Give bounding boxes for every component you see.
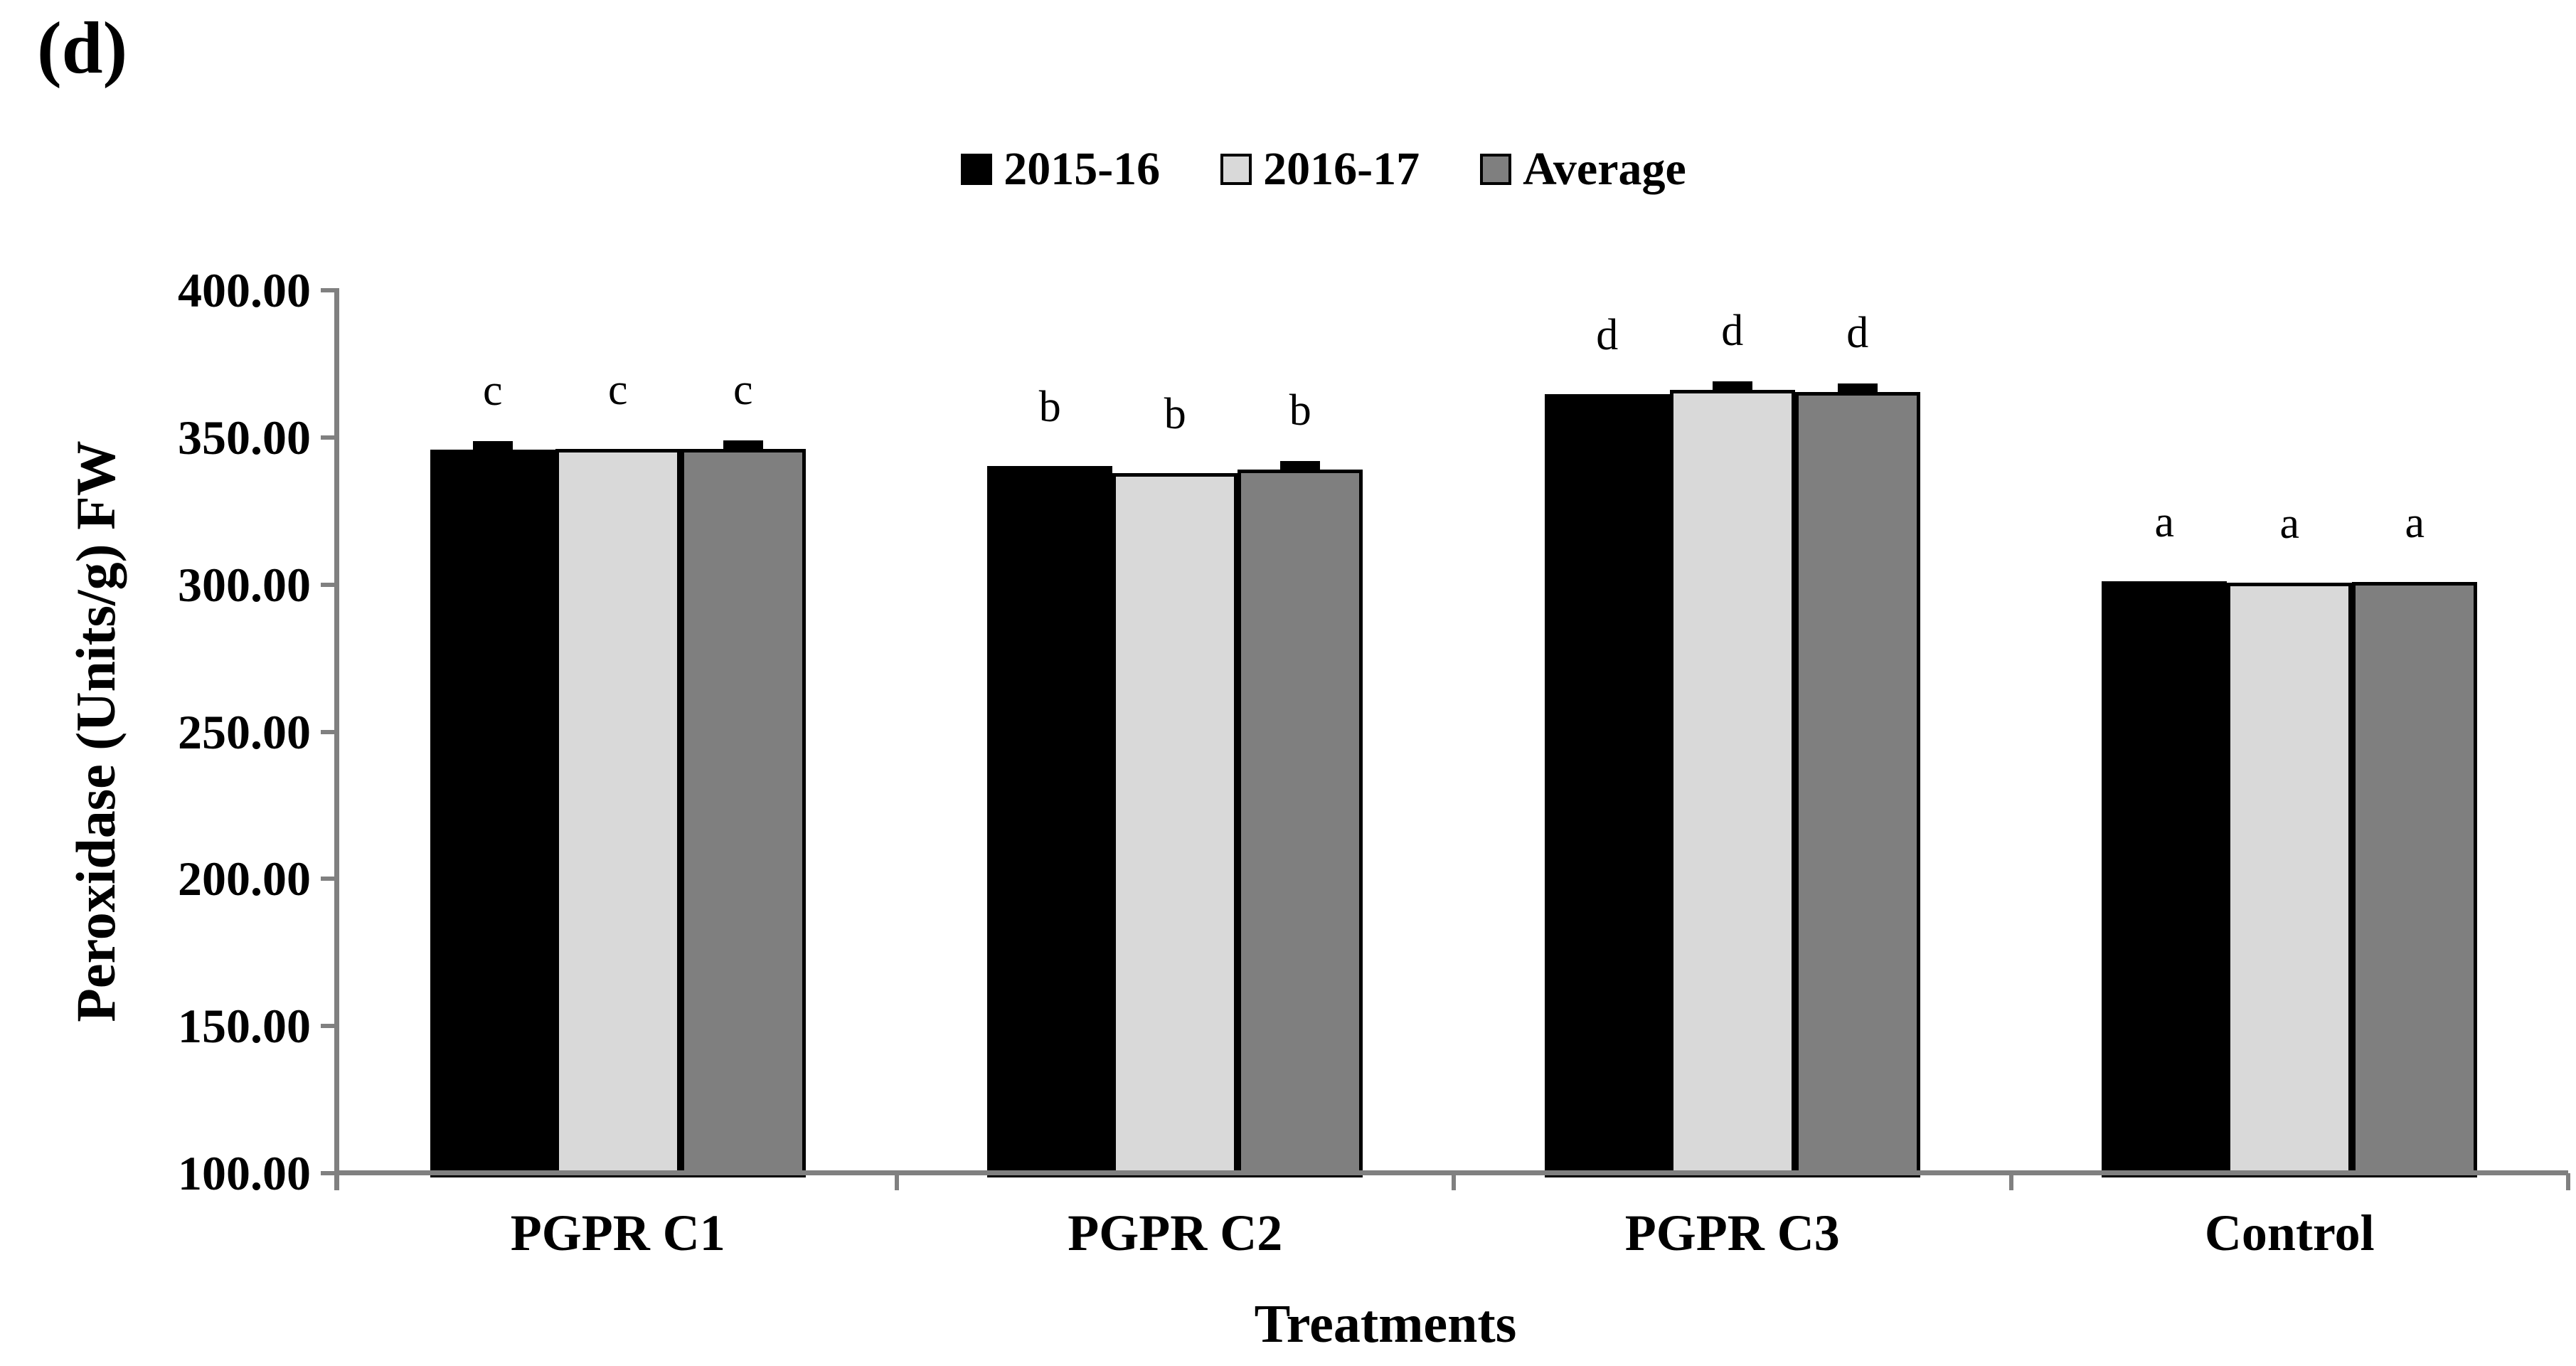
x-category-label: PGPR C1: [510, 1204, 725, 1261]
significance-letter: b: [1038, 382, 1061, 431]
y-tick-mark: [321, 877, 339, 881]
bar-2016-17-PGPR C2: [1112, 472, 1238, 1177]
y-tick-label: 100.00: [178, 1146, 311, 1200]
legend-label: 2016-17: [1263, 143, 1420, 195]
x-category-label: PGPR C3: [1624, 1204, 1840, 1261]
significance-letter: d: [1721, 307, 1744, 356]
legend-label: Average: [1523, 143, 1686, 195]
legend-item-Average: Average: [1480, 146, 1686, 193]
y-tick-label: 200.00: [178, 852, 311, 906]
y-axis-line: [334, 290, 339, 1190]
bar-2016-17-PGPR C1: [555, 448, 681, 1177]
significance-letter: d: [1596, 311, 1619, 360]
significance-letter: c: [607, 365, 628, 414]
x-tick-mark: [2008, 1173, 2013, 1190]
y-tick-mark: [321, 1024, 339, 1029]
bar-2016-17-Control: [2227, 583, 2353, 1177]
x-category-label: Control: [2204, 1204, 2375, 1261]
y-tick-label: 400.00: [178, 263, 311, 317]
error-bar-cap: [472, 441, 513, 452]
error-bar-cap: [1837, 383, 1878, 394]
error-bar-cap: [1280, 460, 1321, 471]
significance-letter: c: [482, 366, 503, 415]
x-tick-mark: [1452, 1173, 1456, 1190]
y-tick-mark: [321, 288, 339, 292]
bar-Average-PGPR C1: [680, 449, 806, 1177]
error-bar-cap: [723, 440, 763, 451]
legend-swatch-icon: [961, 154, 993, 185]
error-bar-cap: [1712, 381, 1752, 392]
legend-swatch-icon: [1480, 154, 1512, 185]
x-tick-mark: [2566, 1173, 2570, 1190]
x-tick-mark: [894, 1173, 899, 1190]
significance-letter: a: [2279, 499, 2300, 549]
bar-Average-PGPR C2: [1238, 469, 1363, 1177]
bar-2015-16-Control: [2102, 581, 2228, 1177]
y-tick-mark: [321, 435, 339, 440]
legend-item-2016-17: 2016-17: [1220, 146, 1420, 193]
legend-swatch-icon: [1220, 154, 1252, 185]
y-tick-mark: [321, 729, 339, 734]
y-tick-mark: [321, 582, 339, 587]
x-axis-title: Treatments: [1254, 1294, 1517, 1354]
significance-letter: b: [1164, 389, 1186, 438]
panel-label: (d): [37, 7, 128, 89]
significance-letter: d: [1846, 309, 1869, 358]
bar-2016-17-PGPR C3: [1669, 390, 1795, 1177]
legend-item-2015-16: 2015-16: [961, 146, 1160, 193]
significance-letter: a: [2405, 498, 2425, 547]
y-tick-label: 300.00: [178, 557, 311, 612]
y-tick-label: 350.00: [178, 410, 311, 465]
bar-Average-PGPR C3: [1794, 392, 1920, 1177]
chart-legend: 2015-16 2016-17 Average: [0, 146, 2576, 193]
significance-letter: b: [1289, 386, 1311, 435]
significance-letter: c: [733, 366, 753, 415]
x-category-label: PGPR C2: [1068, 1204, 1283, 1261]
bar-2015-16-PGPR C2: [987, 465, 1113, 1177]
legend-label: 2015-16: [1004, 143, 1161, 195]
x-axis-line: [339, 1170, 2568, 1175]
bar-2015-16-PGPR C3: [1544, 394, 1670, 1177]
bar-2015-16-PGPR C1: [430, 450, 555, 1177]
y-tick-label: 150.00: [178, 999, 311, 1054]
y-tick-label: 250.00: [178, 704, 311, 759]
significance-letter: a: [2154, 497, 2175, 546]
bar-Average-Control: [2352, 581, 2478, 1177]
y-tick-mark: [321, 1171, 339, 1175]
